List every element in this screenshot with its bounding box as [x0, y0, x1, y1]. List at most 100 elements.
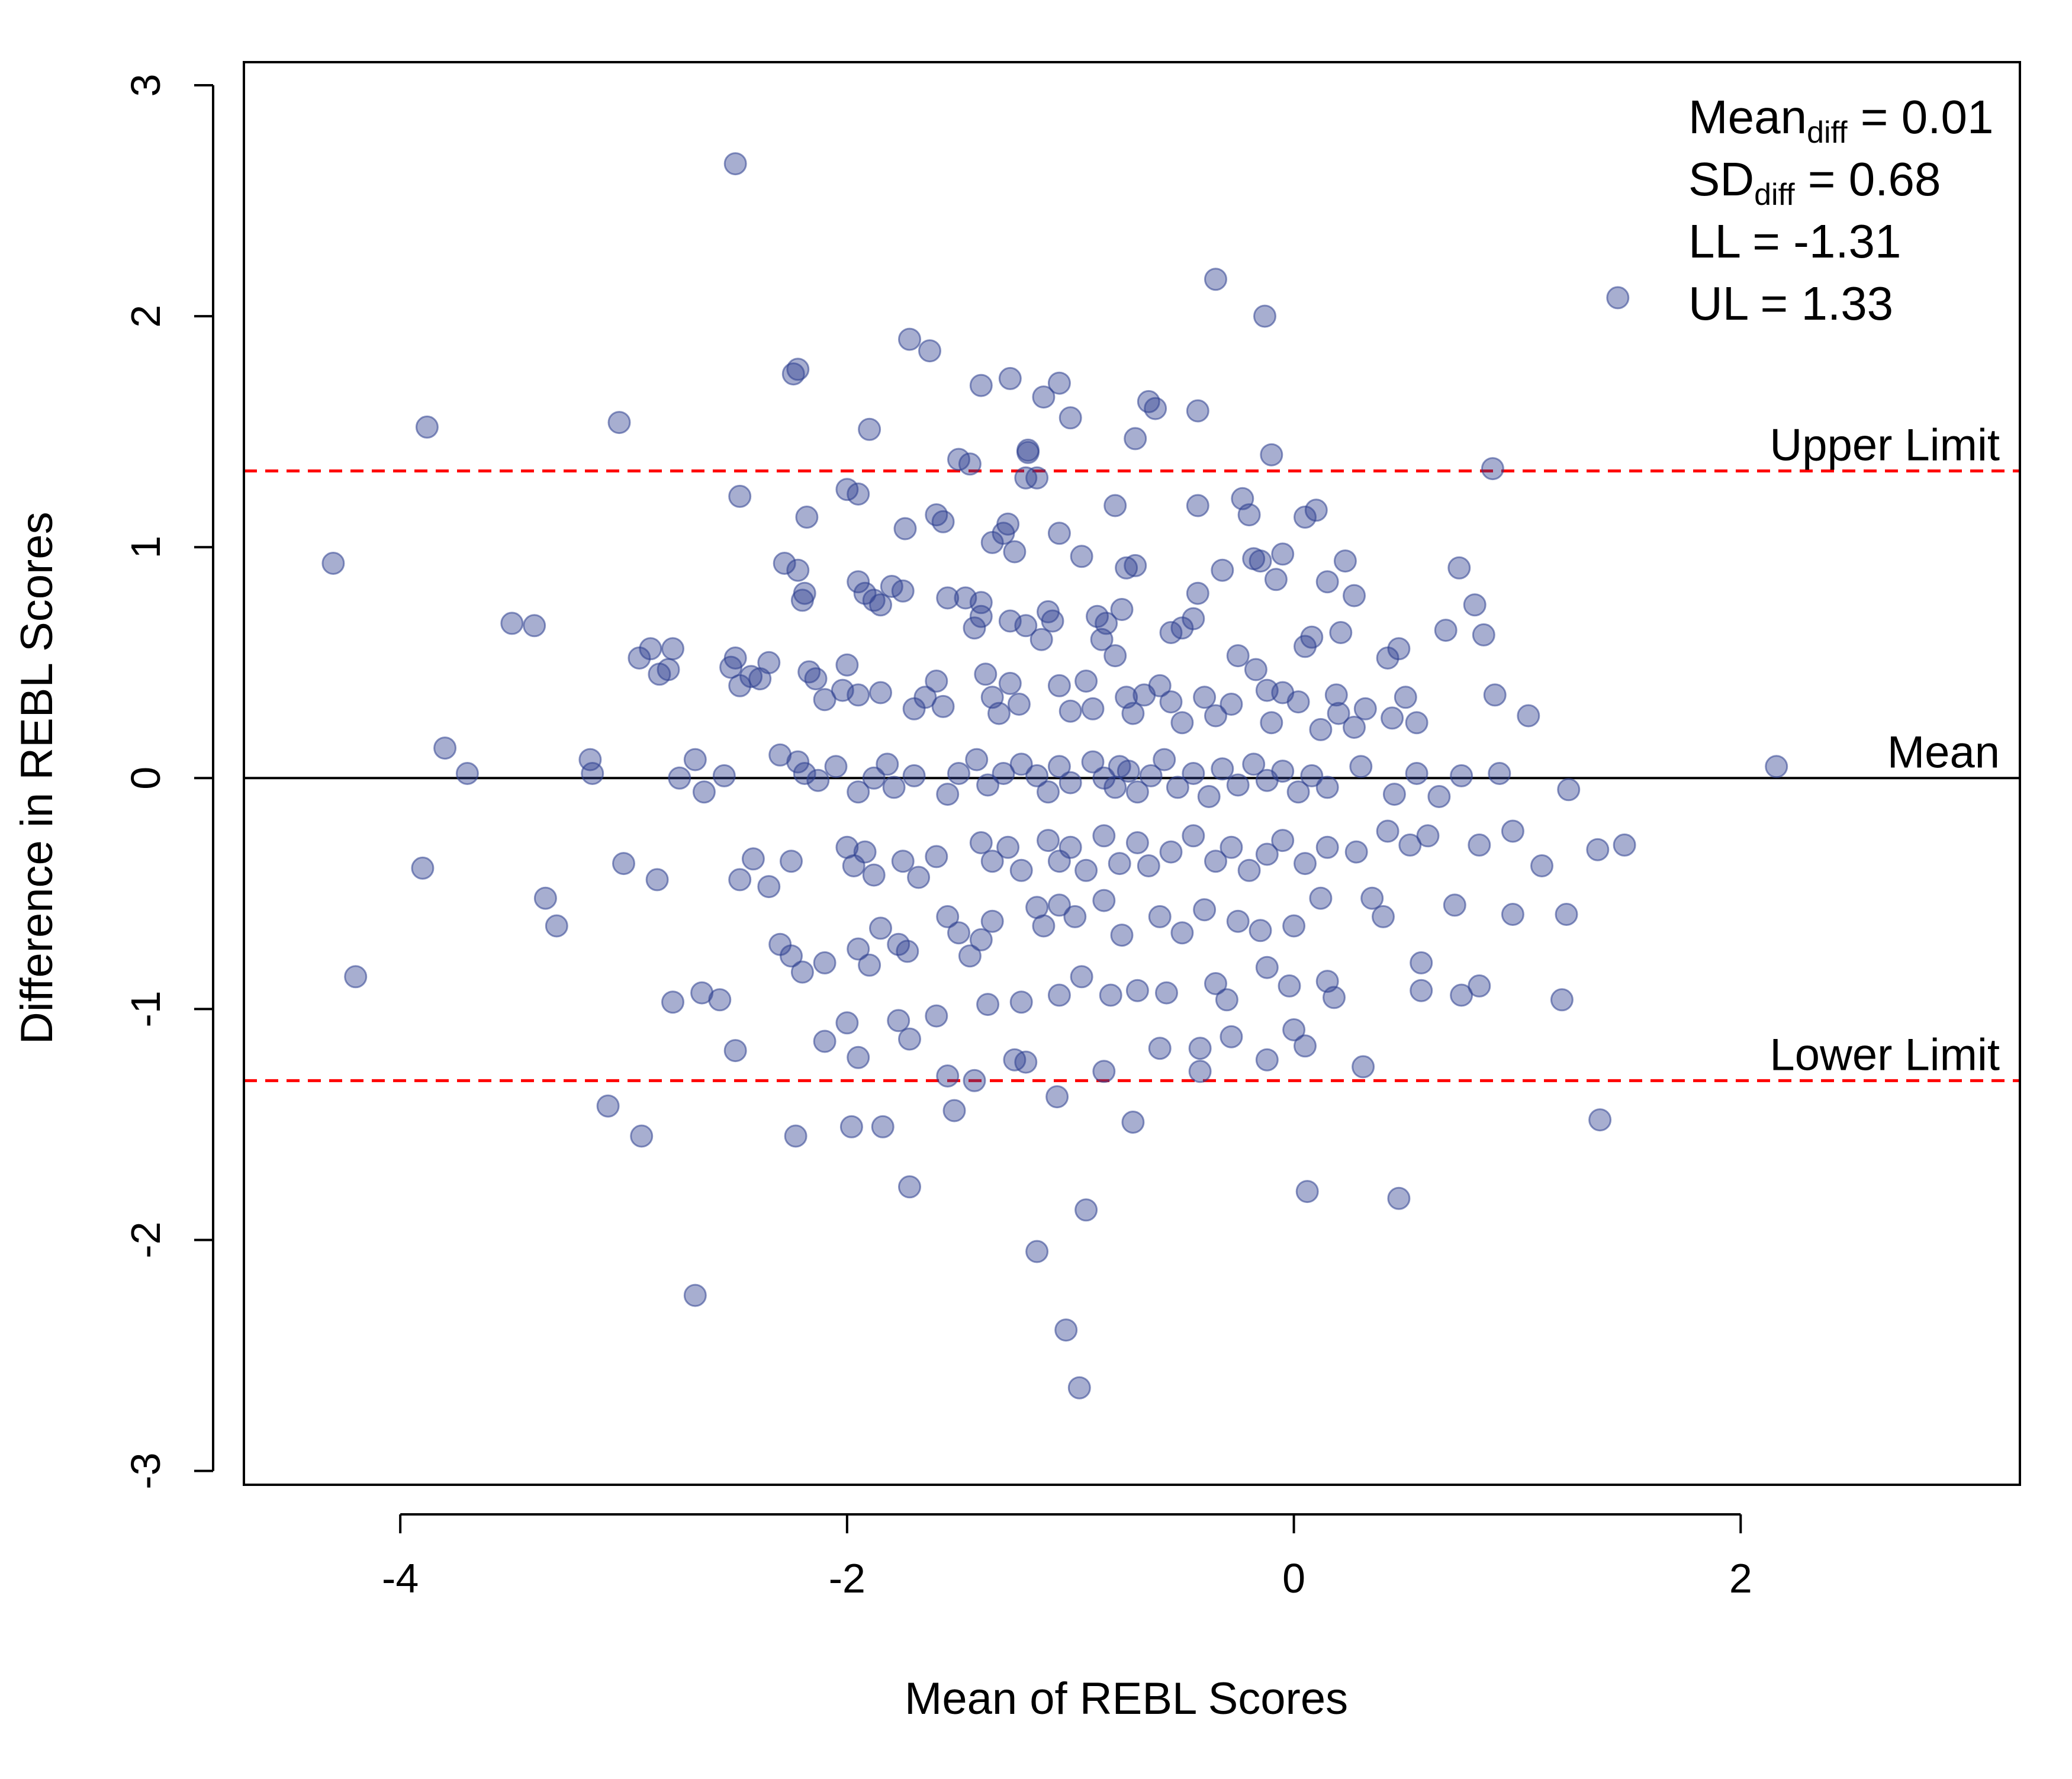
data-point: [907, 866, 931, 889]
data-point: [1070, 965, 1093, 989]
data-point: [1081, 750, 1105, 774]
data-point: [936, 783, 960, 806]
data-point: [1237, 858, 1261, 882]
data-point: [998, 671, 1022, 695]
data-point: [1117, 760, 1140, 783]
data-point: [1315, 776, 1339, 799]
stat-value: = 1.33: [1747, 277, 1893, 330]
data-point: [1501, 903, 1524, 926]
data-point: [1121, 1111, 1145, 1134]
upper-limit-label: Upper Limit: [1769, 420, 2000, 470]
data-point: [898, 1027, 921, 1051]
data-point: [1045, 1085, 1069, 1109]
data-point: [1054, 1318, 1078, 1342]
stat-line: LL = -1.31: [1688, 215, 1902, 268]
data-point: [893, 517, 917, 541]
data-point: [1271, 760, 1295, 783]
data-point: [712, 764, 736, 787]
data-point: [455, 762, 479, 785]
data-point: [1226, 644, 1250, 668]
data-point: [1343, 584, 1366, 607]
data-point: [1204, 268, 1227, 291]
y-tick-label: 2: [123, 305, 169, 328]
data-point: [1007, 693, 1031, 716]
data-point: [1333, 549, 1357, 573]
data-point: [773, 552, 796, 575]
data-point: [728, 674, 752, 697]
data-point: [976, 993, 1000, 1016]
data-point: [1294, 852, 1317, 876]
y-tick-label: -2: [123, 1221, 169, 1258]
data-point: [1188, 1060, 1212, 1083]
data-point: [847, 482, 870, 506]
data-point: [1329, 621, 1353, 644]
data-point: [1249, 919, 1272, 942]
data-point: [411, 856, 435, 880]
data-point: [1124, 427, 1147, 451]
data-point: [1058, 835, 1082, 859]
data-point: [1324, 683, 1348, 707]
data-point: [1182, 824, 1205, 848]
data-point: [839, 1115, 863, 1138]
data-point: [1029, 628, 1053, 651]
data-point: [661, 637, 684, 661]
data-point: [1063, 905, 1087, 928]
y-tick-label: 0: [123, 767, 169, 790]
data-point: [781, 362, 805, 386]
data-point: [1047, 983, 1071, 1007]
data-point: [1144, 397, 1167, 420]
data-point: [936, 1064, 960, 1088]
data-point: [847, 683, 870, 707]
data-point: [1472, 623, 1495, 646]
data-point: [992, 762, 1015, 785]
data-point: [1349, 755, 1373, 778]
data-point: [1253, 304, 1276, 328]
data-point: [1148, 674, 1172, 697]
data-point: [987, 702, 1011, 725]
data-point: [1405, 711, 1428, 735]
data-point: [1193, 686, 1217, 709]
data-point: [1517, 704, 1540, 728]
data-point: [1186, 494, 1209, 517]
data-point: [1327, 702, 1350, 725]
data-point: [869, 916, 892, 940]
data-point: [813, 688, 836, 712]
data-point: [1016, 440, 1040, 464]
data-point: [1530, 854, 1553, 877]
data-point: [898, 1175, 921, 1199]
y-axis-title: Difference in REBL Scores: [12, 511, 62, 1044]
data-point: [876, 752, 899, 776]
data-point: [1255, 956, 1279, 979]
lower-limit-label: Lower Limit: [1769, 1030, 2000, 1080]
data-point: [708, 988, 732, 1012]
data-point: [1286, 780, 1310, 804]
data-point: [1372, 905, 1395, 928]
data-point: [1226, 909, 1250, 933]
data-point: [1009, 990, 1033, 1014]
data-point: [913, 686, 937, 709]
x-tick-label: 0: [1282, 1555, 1305, 1601]
data-point: [942, 1099, 966, 1122]
data-point: [1037, 780, 1060, 804]
data-point: [757, 875, 781, 899]
data-point: [1220, 1025, 1243, 1048]
x-tick-label: 2: [1729, 1555, 1752, 1601]
data-point: [1148, 905, 1172, 928]
data-point: [936, 905, 960, 928]
data-point: [1765, 755, 1788, 778]
data-point: [1557, 778, 1581, 802]
data-point: [1309, 886, 1333, 910]
data-point: [1264, 568, 1288, 591]
data-point: [931, 510, 955, 533]
data-point: [902, 764, 926, 787]
data-point: [976, 773, 1000, 797]
data-point: [657, 658, 680, 681]
data-point: [1148, 1037, 1172, 1060]
data-point: [1125, 780, 1149, 804]
data-point: [1081, 697, 1105, 720]
data-point: [790, 588, 814, 612]
data-point: [869, 593, 892, 617]
data-point: [1394, 686, 1417, 709]
